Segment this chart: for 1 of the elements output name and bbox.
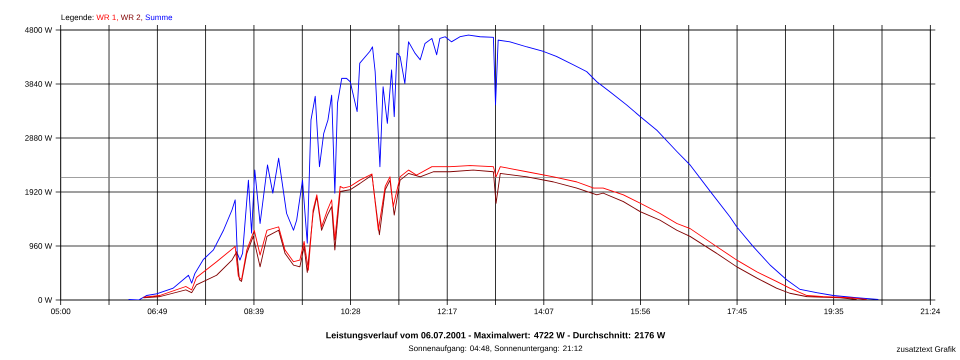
text: Leistungsverlauf vom 06.07.2001 - Maximalwert: 4722 W - Durchschnitt: 2176 W (326, 332, 666, 340)
